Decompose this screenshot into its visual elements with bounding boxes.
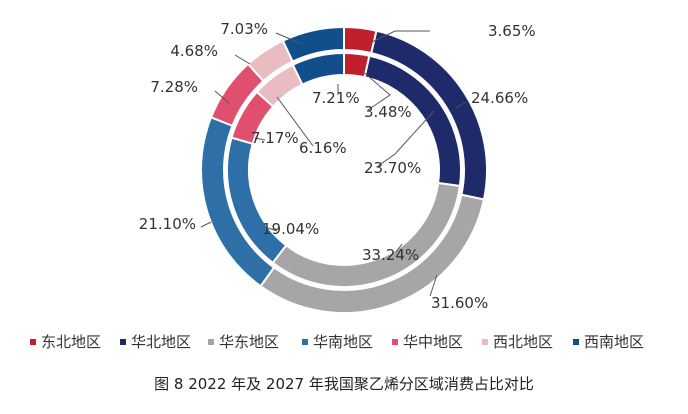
legend-label-3: 华东地区	[219, 333, 279, 351]
legend-label-6: 西北地区	[493, 333, 553, 351]
legend-label-2: 华北地区	[131, 333, 191, 351]
legend-swatch-6	[482, 339, 488, 345]
inner-label-5: 7.17%	[251, 129, 299, 147]
outer-slice-7	[281, 25, 345, 63]
inner-slice-7	[291, 51, 345, 86]
outer-label-5: 7.28%	[150, 78, 198, 96]
legend-swatch-2	[120, 339, 126, 345]
percentage-labels: 3.65% 24.66% 31.60% 21.10% 7.28% 4.68%7.03% 3.…	[139, 20, 536, 312]
legend-swatch-7	[573, 339, 579, 345]
leader-lines	[200, 30, 467, 297]
inner-label-7: 7.21%	[312, 89, 360, 107]
outer-leader-4	[200, 221, 212, 228]
legend-label-1: 东北地区	[41, 333, 101, 351]
legend-label-5: 华中地区	[403, 333, 463, 351]
outer-label-4: 21.10%	[139, 215, 196, 233]
inner-label-6: 6.16%	[299, 139, 347, 157]
outer-leader-7	[275, 32, 303, 45]
outer-label-3: 31.60%	[431, 294, 488, 312]
inner-leader-2	[377, 110, 435, 167]
inner-label-3: 33.24%	[362, 246, 419, 264]
outer-label-2: 24.66%	[471, 89, 528, 107]
legend-swatch-5	[392, 339, 398, 345]
outer-label-7: 7.03%	[220, 20, 268, 38]
inner-leader-4	[267, 227, 278, 232]
inner-ring	[226, 51, 462, 288]
outer-leader-3	[429, 274, 438, 297]
outer-leader-5	[214, 90, 230, 104]
inner-leader-6	[276, 96, 314, 147]
inner-leader-5	[254, 137, 266, 141]
inner-leader-1	[360, 69, 391, 111]
legend-label-4: 华南地区	[313, 333, 373, 351]
inner-label-1: 3.48%	[364, 103, 412, 121]
inner-leader-3	[395, 243, 403, 253]
legend-swatch-4	[302, 339, 308, 345]
outer-label-6: 4.68%	[170, 42, 218, 60]
legend-swatch-3	[208, 339, 214, 345]
inner-label-2: 23.70%	[364, 159, 421, 177]
outer-leader-2	[455, 101, 467, 109]
legend-label-7: 西南地区	[584, 333, 644, 351]
legend: 东北地区 华北地区 华东地区 华南地区 华中地区 西北地区 西南地区	[30, 333, 644, 351]
outer-label-1: 3.65%	[488, 22, 536, 40]
inner-label-4: 19.04%	[262, 220, 319, 238]
legend-swatch-1	[30, 339, 36, 345]
outer-ring	[200, 25, 488, 314]
outer-leader-6	[234, 54, 251, 65]
figure-caption: 图 8 2022 年及 2027 年我国聚乙烯分区域消费占比对比	[154, 375, 534, 393]
outer-leader-1	[371, 30, 430, 43]
